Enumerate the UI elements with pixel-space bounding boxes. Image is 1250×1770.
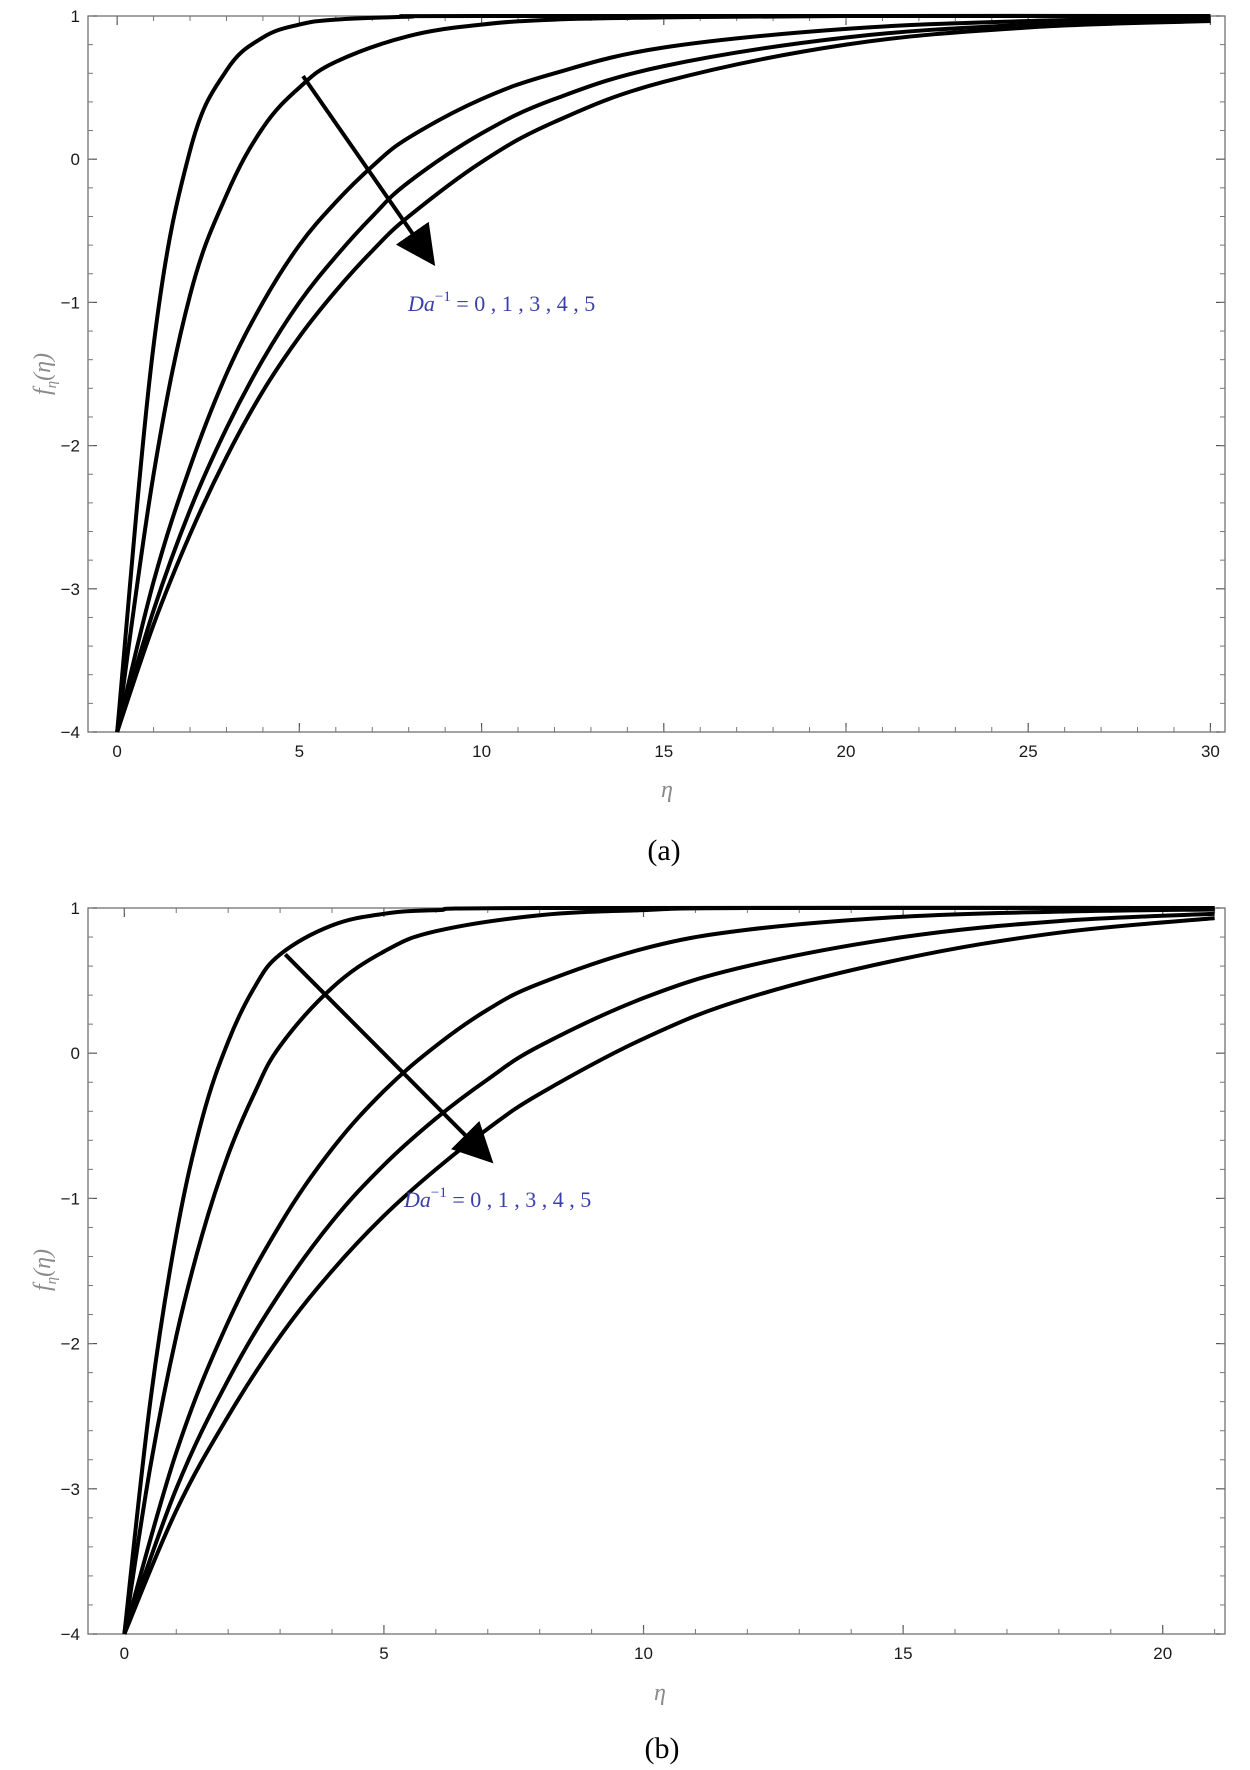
y-axis-label-sub: η [44,381,60,388]
series-line [115,17,1211,733]
y-tick-label: −2 [61,1335,80,1354]
x-tick-label: 0 [120,1644,129,1663]
annotation-prefix: Da [407,291,435,316]
y-axis-label: fη(η) [30,1249,60,1291]
axis-ticks: 0 5 10 15 20 25 30 −4 −3 −2 −1 0 1 [61,7,1225,761]
y-axis-label-f: f [30,385,56,395]
axis-ticks: 0 5 10 15 20 −4 −3 −2 −1 0 1 [61,899,1225,1663]
series-line [122,905,1215,1635]
series-line [122,907,1215,1635]
y-tick-label: −1 [61,1189,80,1208]
y-tick-label: −4 [61,1625,80,1644]
series-line [115,13,1211,733]
annotation-sup: −1 [431,1185,447,1201]
x-tick-label: 15 [654,742,673,761]
y-tick-label: −1 [61,293,80,312]
annotation: Da−1 = 0 , 1 , 3 , 4 , 5 [403,1185,591,1212]
x-tick-label: 30 [1201,742,1220,761]
y-axis-label-f: f [30,1281,56,1291]
y-tick-label: −4 [61,723,80,742]
x-tick-label: 0 [112,742,121,761]
series-line [122,911,1215,1635]
y-tick-label: −2 [61,437,80,456]
y-tick-label: −3 [61,580,80,599]
annotation-prefix: Da [403,1187,431,1212]
y-tick-label: 1 [71,899,80,918]
series-line [115,19,1211,733]
y-tick-label: −3 [61,1480,80,1499]
svg-text:Da−1 = 0 , 1 , 3 , 4 , 5: Da−1 = 0 , 1 , 3 , 4 , 5 [403,1185,591,1212]
series-line [122,916,1215,1635]
series-group [122,905,1215,1635]
series-line [115,13,1211,733]
plot-frame [87,15,1226,733]
annotation-arrow [283,953,494,1164]
y-tick-label: 0 [71,150,80,169]
series-line [122,905,1215,1635]
x-tick-label: 5 [379,1644,388,1663]
y-axis-label-arg: (η) [30,353,56,381]
x-tick-label: 15 [894,1644,913,1663]
x-tick-label: 10 [472,742,491,761]
svg-text:Da−1 = 0 , 1 , 3 , 4 , 5: Da−1 = 0 , 1 , 3 , 4 , 5 [407,289,595,316]
x-tick-label: 20 [837,742,856,761]
annotation-sup: −1 [435,289,451,305]
annotation-suffix: = 0 , 1 , 3 , 4 , 5 [447,1187,591,1212]
annotation-suffix: = 0 , 1 , 3 , 4 , 5 [451,291,595,316]
series-group [115,13,1211,733]
x-tick-label: 25 [1019,742,1038,761]
x-tick-label: 5 [295,742,304,761]
chart-panel-b: 0 5 10 15 20−4−3−2−101 Da−1 = 0 , 1 , 3 , 4 … [30,899,1226,1765]
x-axis-label: η [654,1680,666,1706]
y-tick-label: 1 [71,7,80,26]
y-axis-label-sub: η [44,1277,60,1284]
annotation: Da−1 = 0 , 1 , 3 , 4 , 5 [407,289,595,316]
x-tick-label: 20 [1153,1644,1172,1663]
plot-frame [87,907,1226,1635]
caption-b: (b) [645,1732,680,1765]
annotation-arrow [301,75,436,267]
y-tick-label: 0 [71,1044,80,1063]
x-axis-label: η [661,777,673,803]
caption-a: (a) [647,834,680,867]
chart-panel-a: 0 5 10 15 20 25 30−4−3−2−101 Da−1 = 0 , 1 , 3 … [30,7,1226,867]
x-tick-label: 10 [634,1644,653,1663]
y-axis-label-arg: (η) [30,1249,56,1277]
y-axis-label: fη(η) [30,353,60,395]
series-line [115,16,1211,733]
